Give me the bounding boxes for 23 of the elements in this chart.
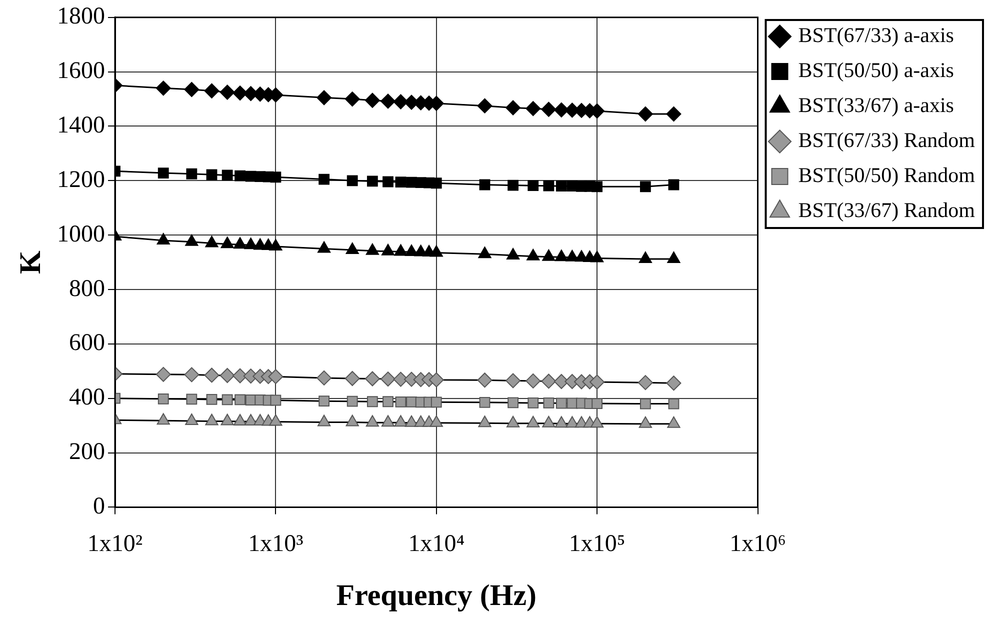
x-tick-label: 1x10⁶ — [730, 530, 786, 557]
legend-label: BST(67/33) a-axis — [798, 23, 954, 48]
x-tick-label: 1x10⁴ — [408, 530, 465, 557]
y-tick-label: 1400 — [57, 112, 105, 139]
x-tick-label: 1x10² — [87, 530, 143, 557]
legend-label: BST(33/67) a-axis — [798, 93, 954, 118]
y-tick-label: 1000 — [57, 221, 105, 248]
y-tick-label: 1800 — [57, 4, 105, 30]
legend-label: BST(50/50) a-axis — [798, 58, 954, 82]
y-tick-label: 1200 — [57, 166, 105, 193]
y-tick-label: 600 — [69, 330, 105, 356]
y-tick-label: 800 — [69, 276, 105, 302]
y-tick-label: 200 — [69, 439, 105, 466]
x-tick-label: 1x10³ — [248, 530, 304, 557]
legend-label: BST(33/67) Random — [798, 198, 976, 222]
y-tick-label: 400 — [69, 384, 105, 411]
y-tick-label: 0 — [93, 493, 105, 520]
y-axis-title: K — [14, 250, 47, 274]
legend-label: BST(50/50) Random — [798, 163, 976, 188]
legend-label: BST(67/33) Random — [798, 128, 976, 152]
x-axis-title: Frequency (Hz) — [336, 578, 536, 612]
x-tick-label: 1x10⁵ — [568, 530, 626, 557]
y-tick-label: 1600 — [57, 58, 105, 84]
